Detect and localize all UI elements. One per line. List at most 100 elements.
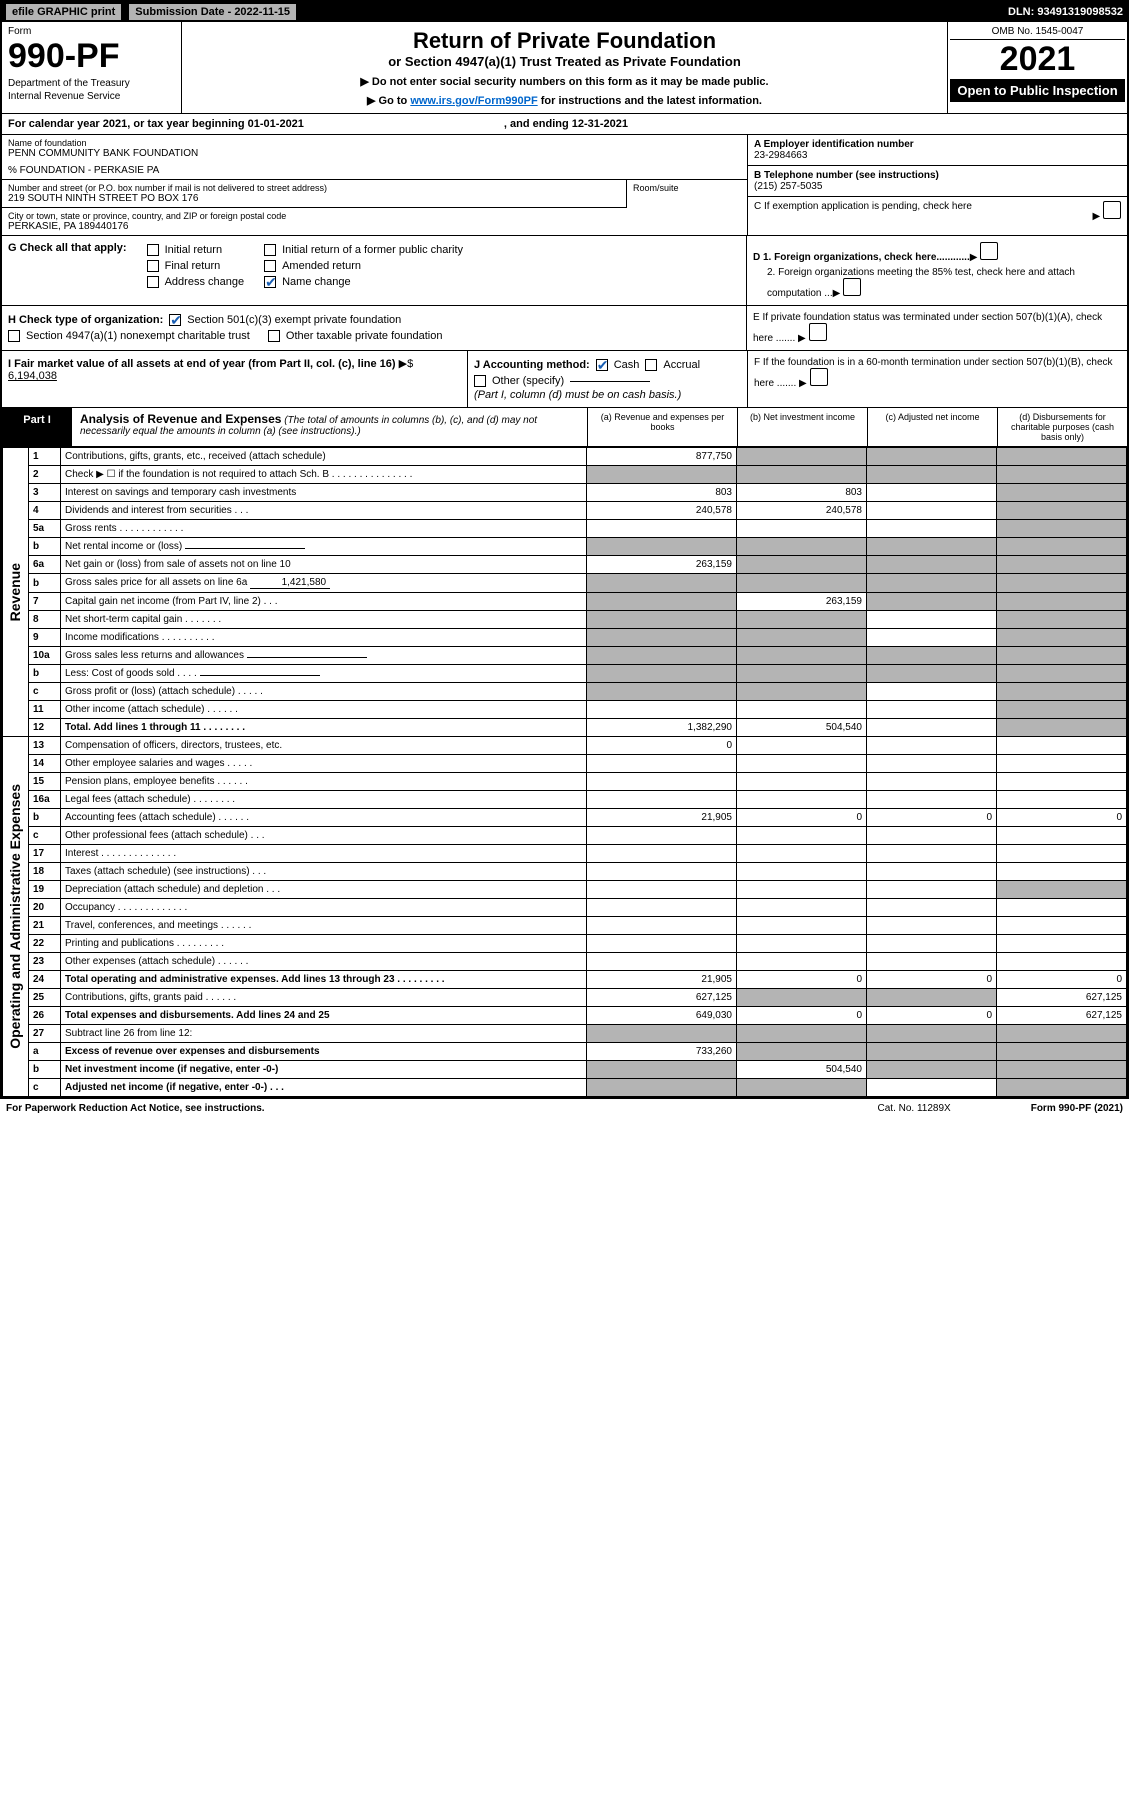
check-e[interactable] bbox=[809, 323, 827, 341]
cell-col-d bbox=[997, 863, 1127, 881]
table-row: bAccounting fees (attach schedule) . . .… bbox=[3, 809, 1127, 827]
check-501c3[interactable] bbox=[169, 314, 181, 326]
check-final[interactable] bbox=[147, 260, 159, 272]
city-cell: City or town, state or province, country… bbox=[2, 208, 747, 235]
cell-col-d: 627,125 bbox=[997, 989, 1127, 1007]
table-row: cAdjusted net income (if negative, enter… bbox=[3, 1079, 1127, 1097]
table-row: 17Interest . . . . . . . . . . . . . . bbox=[3, 845, 1127, 863]
cell-col-a bbox=[587, 593, 737, 611]
row-number: 18 bbox=[29, 863, 61, 881]
check-f[interactable] bbox=[810, 368, 828, 386]
form-number: 990-PF bbox=[8, 37, 175, 76]
cell-col-d bbox=[997, 899, 1127, 917]
row-description: Gross sales less returns and allowances bbox=[61, 647, 587, 665]
cell-col-c bbox=[867, 647, 997, 665]
cell-col-d bbox=[997, 611, 1127, 629]
row-description: Net short-term capital gain . . . . . . … bbox=[61, 611, 587, 629]
check-amended[interactable] bbox=[264, 260, 276, 272]
row-description: Other income (attach schedule) . . . . .… bbox=[61, 701, 587, 719]
exemption-cell: C If exemption application is pending, c… bbox=[748, 197, 1127, 216]
top-bar: efile GRAPHIC print Submission Date - 20… bbox=[2, 2, 1127, 22]
cell-col-b bbox=[737, 917, 867, 935]
cell-col-d bbox=[997, 629, 1127, 647]
cell-col-a bbox=[587, 953, 737, 971]
cell-col-b bbox=[737, 629, 867, 647]
row-number: 4 bbox=[29, 502, 61, 520]
row-description: Check ▶ ☐ if the foundation is not requi… bbox=[61, 466, 587, 484]
table-row: 7Capital gain net income (from Part IV, … bbox=[3, 593, 1127, 611]
check-4947[interactable] bbox=[8, 330, 20, 342]
cell-col-c: 0 bbox=[867, 809, 997, 827]
cell-col-c bbox=[867, 1079, 997, 1097]
cell-col-d bbox=[997, 1025, 1127, 1043]
row-description: Other employee salaries and wages . . . … bbox=[61, 755, 587, 773]
check-initial[interactable] bbox=[147, 244, 159, 256]
row-description: Contributions, gifts, grants paid . . . … bbox=[61, 989, 587, 1007]
row-number: 7 bbox=[29, 593, 61, 611]
check-name-change[interactable] bbox=[264, 276, 276, 288]
cell-col-a bbox=[587, 665, 737, 683]
cell-col-d bbox=[997, 755, 1127, 773]
table-row: 20Occupancy . . . . . . . . . . . . . bbox=[3, 899, 1127, 917]
cell-col-d bbox=[997, 1043, 1127, 1061]
d-section: D 1. Foreign organizations, check here..… bbox=[747, 236, 1127, 305]
cell-col-c bbox=[867, 466, 997, 484]
check-d1[interactable] bbox=[980, 242, 998, 260]
check-address[interactable] bbox=[147, 276, 159, 288]
row-number: 24 bbox=[29, 971, 61, 989]
omb-number: OMB No. 1545-0047 bbox=[950, 24, 1125, 40]
row-description: Other professional fees (attach schedule… bbox=[61, 827, 587, 845]
form-title: Return of Private Foundation bbox=[192, 28, 937, 54]
row-description: Income modifications . . . . . . . . . . bbox=[61, 629, 587, 647]
irs-label: Internal Revenue Service bbox=[8, 91, 175, 102]
table-row: 6aNet gain or (loss) from sale of assets… bbox=[3, 556, 1127, 574]
row-number: 14 bbox=[29, 755, 61, 773]
cell-col-a: 733,260 bbox=[587, 1043, 737, 1061]
irs-link[interactable]: www.irs.gov/Form990PF bbox=[410, 95, 537, 107]
cell-col-b: 803 bbox=[737, 484, 867, 502]
check-other-taxable[interactable] bbox=[268, 330, 280, 342]
row-number: 16a bbox=[29, 791, 61, 809]
cell-col-a bbox=[587, 466, 737, 484]
row-description: Dividends and interest from securities .… bbox=[61, 502, 587, 520]
cell-col-c bbox=[867, 827, 997, 845]
cell-col-d bbox=[997, 845, 1127, 863]
table-row: 23Other expenses (attach schedule) . . .… bbox=[3, 953, 1127, 971]
table-row: 27Subtract line 26 from line 12: bbox=[3, 1025, 1127, 1043]
page-footer: For Paperwork Reduction Act Notice, see … bbox=[0, 1099, 1129, 1118]
check-initial-former[interactable] bbox=[264, 244, 276, 256]
row-description: Taxes (attach schedule) (see instruction… bbox=[61, 863, 587, 881]
cell-col-d bbox=[997, 953, 1127, 971]
check-cash[interactable] bbox=[596, 359, 608, 371]
check-other-method[interactable] bbox=[474, 375, 486, 387]
row-number: 11 bbox=[29, 701, 61, 719]
cell-col-a: 0 bbox=[587, 737, 737, 755]
cell-col-a: 1,382,290 bbox=[587, 719, 737, 737]
check-accrual[interactable] bbox=[645, 359, 657, 371]
cell-col-c bbox=[867, 574, 997, 593]
cell-col-d bbox=[997, 647, 1127, 665]
year-block: OMB No. 1545-0047 2021 Open to Public In… bbox=[947, 22, 1127, 113]
check-c[interactable] bbox=[1103, 201, 1121, 219]
cell-col-b: 504,540 bbox=[737, 719, 867, 737]
cell-col-b bbox=[737, 683, 867, 701]
cell-col-c bbox=[867, 1025, 997, 1043]
check-d2[interactable] bbox=[843, 278, 861, 296]
table-row: 8Net short-term capital gain . . . . . .… bbox=[3, 611, 1127, 629]
row-number: 2 bbox=[29, 466, 61, 484]
cell-col-b bbox=[737, 989, 867, 1007]
expenses-side-label: Operating and Administrative Expenses bbox=[3, 737, 29, 1097]
cell-col-d bbox=[997, 701, 1127, 719]
cell-col-d bbox=[997, 827, 1127, 845]
cell-col-a bbox=[587, 683, 737, 701]
cell-col-b bbox=[737, 665, 867, 683]
h-section: H Check type of organization: Section 50… bbox=[2, 306, 747, 350]
table-row: bNet investment income (if negative, ent… bbox=[3, 1061, 1127, 1079]
cell-col-a bbox=[587, 520, 737, 538]
row-description: Net gain or (loss) from sale of assets n… bbox=[61, 556, 587, 574]
cell-col-d bbox=[997, 556, 1127, 574]
cell-col-b: 240,578 bbox=[737, 502, 867, 520]
f-section: F If the foundation is in a 60-month ter… bbox=[747, 351, 1127, 407]
table-row: 19Depreciation (attach schedule) and dep… bbox=[3, 881, 1127, 899]
cell-col-c: 0 bbox=[867, 971, 997, 989]
